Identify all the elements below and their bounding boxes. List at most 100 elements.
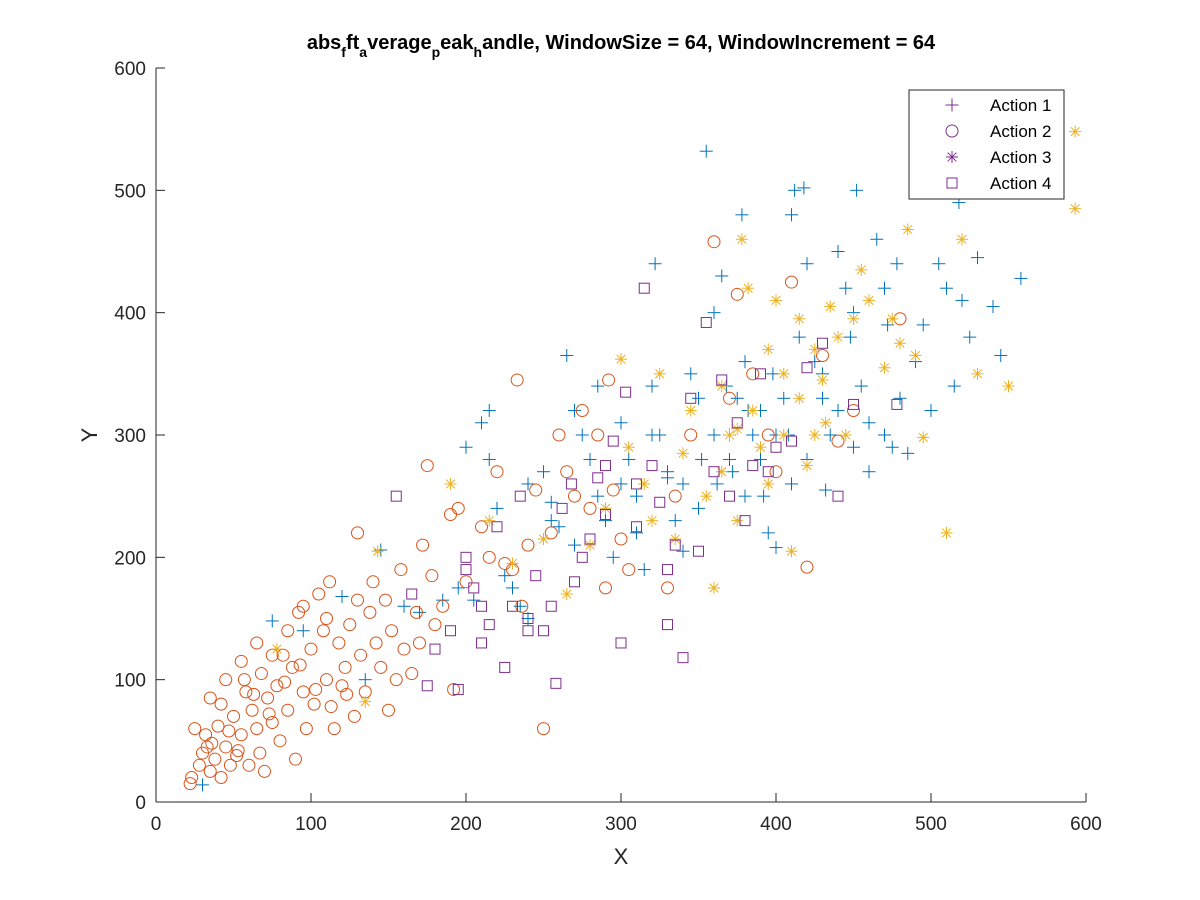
data-point — [831, 404, 845, 418]
data-point — [382, 703, 395, 717]
data-point — [847, 440, 860, 454]
data-point — [312, 587, 326, 601]
data-point — [231, 744, 245, 758]
data-point — [234, 728, 248, 742]
data-point — [335, 679, 349, 693]
title-segment: andle, WindowSize = 64, WindowIncrement … — [482, 32, 936, 54]
data-point — [762, 343, 775, 356]
data-point — [420, 459, 434, 473]
data-point — [378, 593, 392, 607]
data-point — [363, 605, 377, 619]
data-point — [203, 764, 217, 778]
data-point — [735, 208, 749, 222]
data-point — [731, 417, 743, 429]
data-point — [863, 294, 875, 307]
data-point — [716, 374, 728, 386]
data-point — [405, 667, 419, 681]
data-point — [901, 446, 915, 460]
data-point — [862, 465, 876, 479]
data-point — [630, 526, 643, 540]
data-point — [335, 589, 349, 603]
data-point — [273, 734, 287, 748]
data-point — [560, 588, 573, 601]
data-point — [223, 758, 237, 772]
data-point — [538, 625, 549, 637]
data-point — [428, 618, 442, 632]
data-point — [507, 600, 518, 612]
legend-marker-1 — [945, 98, 959, 112]
data-point — [700, 316, 712, 328]
data-point — [847, 404, 860, 418]
data-point — [730, 391, 744, 405]
data-point — [459, 575, 473, 589]
data-point — [250, 636, 264, 650]
data-point — [205, 736, 219, 750]
data-point — [724, 490, 735, 502]
data-point — [575, 428, 589, 442]
data-point — [638, 477, 651, 490]
legend-label-3: Action 3 — [990, 148, 1051, 167]
data-point — [265, 715, 279, 729]
data-point — [878, 361, 891, 374]
data-point — [695, 452, 709, 466]
data-point — [684, 367, 698, 381]
data-point — [786, 435, 797, 447]
y-tick-label: 100 — [114, 671, 146, 692]
data-point — [296, 624, 310, 638]
data-point — [265, 614, 279, 628]
data-point — [793, 312, 806, 325]
data-point — [708, 466, 720, 478]
data-point — [890, 257, 904, 271]
data-point — [506, 557, 519, 570]
y-tick-label: 300 — [114, 426, 146, 447]
ticks: 0 100 200 300 400 500 600 0 100 200 300 400 500 600 — [114, 59, 1102, 835]
data-point — [475, 520, 488, 534]
data-point — [731, 422, 744, 435]
data-point — [662, 619, 673, 631]
y-tick-label: 600 — [114, 59, 146, 80]
data-point — [831, 245, 845, 258]
data-point — [565, 478, 577, 490]
data-point — [452, 683, 464, 695]
data-point — [770, 294, 782, 307]
data-point — [476, 600, 487, 612]
data-point — [444, 477, 457, 490]
data-point — [755, 368, 766, 380]
data-point — [832, 331, 844, 344]
data-point — [476, 637, 487, 649]
data-point — [568, 489, 581, 503]
data-point — [296, 599, 310, 613]
data-point — [615, 353, 627, 366]
data-point — [327, 722, 341, 736]
data-point — [823, 428, 837, 442]
data-point — [545, 600, 557, 612]
data-point — [715, 380, 728, 393]
data-point — [855, 263, 868, 276]
data-point — [239, 685, 253, 699]
series-1 — [196, 144, 1028, 792]
data-point — [801, 362, 813, 374]
data-point — [459, 440, 473, 454]
data-point — [299, 722, 313, 736]
data-point — [250, 722, 264, 736]
data-point — [421, 680, 433, 692]
data-point — [819, 416, 832, 429]
data-point — [544, 526, 558, 540]
data-point — [785, 545, 798, 558]
data-point — [816, 391, 829, 405]
title-segment: ft — [346, 32, 360, 54]
data-point — [320, 673, 333, 687]
data-point — [891, 398, 903, 410]
data-point — [692, 501, 705, 515]
data-point — [592, 472, 604, 484]
data-point — [575, 404, 589, 418]
data-point — [648, 257, 662, 271]
x-tick-label: 200 — [450, 814, 482, 835]
data-point — [707, 235, 721, 249]
data-point — [183, 777, 197, 791]
data-point — [788, 183, 802, 197]
data-point — [645, 379, 659, 393]
data-point — [668, 514, 682, 528]
data-point — [707, 306, 721, 320]
data-point — [482, 550, 496, 564]
